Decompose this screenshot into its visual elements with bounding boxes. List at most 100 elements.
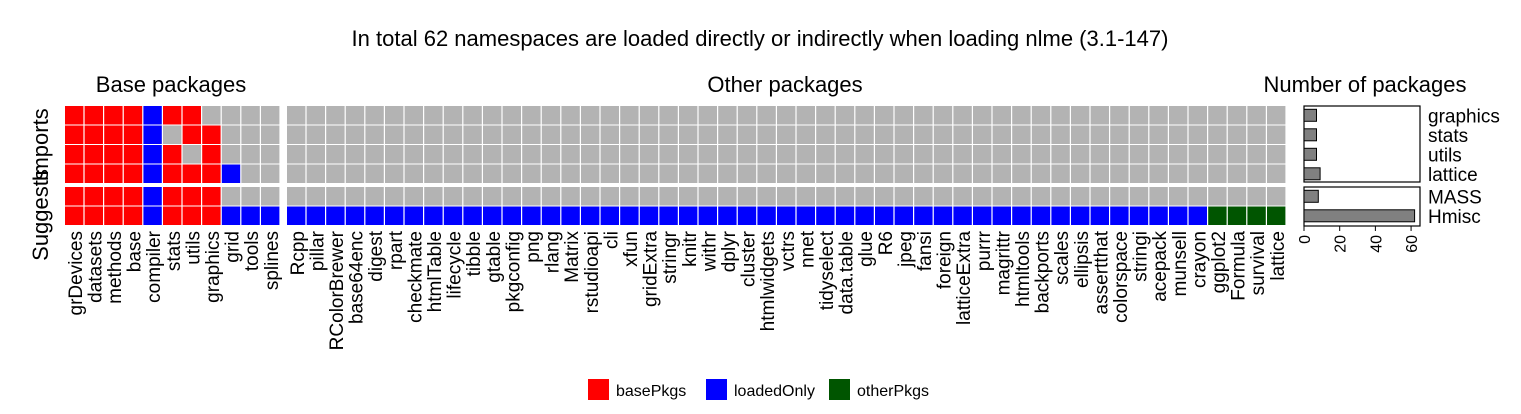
- heatmap-cell: [1169, 125, 1188, 144]
- heatmap-cell: [365, 164, 384, 183]
- heatmap-cell: [1090, 145, 1109, 164]
- heatmap-cell: [163, 164, 182, 183]
- heatmap-cell: [306, 106, 325, 125]
- heatmap-cell: [385, 206, 404, 225]
- heatmap-cell: [1247, 206, 1266, 225]
- heatmap-cell: [1071, 106, 1090, 125]
- heatmap-cell: [1090, 106, 1109, 125]
- heatmap-cell: [463, 206, 482, 225]
- heatmap-cell: [463, 106, 482, 125]
- heatmap-cell: [202, 125, 221, 144]
- heatmap-cell: [659, 106, 678, 125]
- heatmap-cell: [737, 187, 757, 206]
- heatmap-cell: [718, 164, 737, 183]
- heatmap-cell: [463, 187, 482, 206]
- heatmap-cell: [365, 206, 384, 225]
- heatmap-cell: [404, 164, 423, 183]
- heatmap-cell: [718, 125, 737, 144]
- heatmap-cell: [365, 145, 384, 164]
- column-tick-label: crayon: [1189, 231, 1210, 288]
- heatmap-cell: [973, 106, 992, 125]
- heatmap-cell: [104, 206, 123, 225]
- heatmap-cell: [953, 106, 972, 125]
- column-tick-label: acepack: [1150, 231, 1171, 302]
- heatmap-cell: [541, 106, 561, 125]
- heatmap-cell: [600, 145, 619, 164]
- heatmap-cell: [541, 125, 561, 144]
- heatmap-cell: [953, 125, 972, 144]
- heatmap-cell: [953, 187, 972, 206]
- heatmap-cell: [1110, 106, 1129, 125]
- heatmap-cell: [777, 125, 796, 144]
- heatmap-cell: [143, 187, 162, 206]
- column-tick-label: grid: [223, 231, 244, 263]
- column-tick-label: glue: [856, 231, 877, 267]
- heatmap-cell: [221, 125, 241, 144]
- heatmap-cell: [992, 125, 1011, 144]
- row-label: graphics: [1428, 106, 1500, 127]
- heatmap-cell: [718, 187, 737, 206]
- bar-panel: 0 20 40 60: [1297, 105, 1421, 253]
- heatmap-cell: [202, 164, 221, 183]
- heatmap-cell: [123, 106, 143, 125]
- heatmap-cell: [698, 125, 717, 144]
- column-tick-label: knitr: [680, 230, 701, 267]
- heatmap-cell: [698, 106, 717, 125]
- legend-swatch: [706, 379, 727, 400]
- heatmap-cell: [718, 106, 737, 125]
- column-tick-label: tools: [242, 231, 263, 271]
- column-tick-label: gtable: [484, 231, 505, 283]
- heatmap-cell: [541, 145, 561, 164]
- column-tick-label: gridExtra: [641, 231, 662, 307]
- heatmap-cell: [326, 145, 345, 164]
- heatmap-cell: [261, 125, 280, 144]
- column-tick-label: graphics: [203, 231, 224, 303]
- heatmap-cell: [404, 187, 423, 206]
- heatmap-cell: [679, 164, 698, 183]
- heatmap-cell: [875, 106, 894, 125]
- heatmap-cell: [221, 206, 241, 225]
- heatmap-cell: [855, 145, 874, 164]
- heatmap-cell: [143, 106, 162, 125]
- column-tick-label: digest: [366, 230, 387, 281]
- heatmap-cell: [1227, 125, 1247, 144]
- heatmap-cell: [306, 145, 325, 164]
- heatmap-cell: [757, 164, 776, 183]
- heatmap-cell: [241, 106, 260, 125]
- heatmap-cell: [522, 187, 541, 206]
- heatmap-cell: [385, 164, 404, 183]
- heatmap-cell: [933, 145, 953, 164]
- heatmap-cell: [1090, 206, 1109, 225]
- heatmap-cell: [84, 187, 103, 206]
- heatmap-cell: [241, 206, 260, 225]
- heatmap-cell: [502, 164, 521, 183]
- facet-label-suggests: Suggests: [28, 169, 53, 261]
- heatmap-cell: [541, 164, 561, 183]
- heatmap-cell: [933, 187, 953, 206]
- heatmap-cell: [894, 145, 913, 164]
- panel-title-base: Base packages: [96, 72, 246, 97]
- heatmap-cell: [522, 164, 541, 183]
- heatmap-cell: [404, 145, 423, 164]
- heatmap-cell: [1110, 164, 1129, 183]
- legend-label: basePkgs: [616, 383, 686, 400]
- column-tick-label: cluster: [739, 230, 760, 287]
- heatmap-cell: [953, 145, 972, 164]
- heatmap-cell: [835, 206, 855, 225]
- heatmap-cell: [1208, 164, 1227, 183]
- heatmap-cell: [933, 106, 953, 125]
- heatmap-cell: [65, 125, 84, 144]
- heatmap-cell: [1188, 164, 1207, 183]
- legend-label: otherPkgs: [857, 383, 929, 400]
- column-tick-label: jpeg: [895, 231, 916, 268]
- heatmap-cell: [84, 106, 103, 125]
- heatmap-cell: [345, 125, 365, 144]
- heatmap-cell: [287, 206, 306, 225]
- heatmap-cell: [287, 125, 306, 144]
- heatmap-cell: [561, 187, 580, 206]
- column-tick-label: stats: [164, 231, 185, 271]
- heatmap-cell: [65, 187, 84, 206]
- heatmap-cell: [600, 187, 619, 206]
- heatmap-cell: [143, 206, 162, 225]
- column-tick-label: tibble: [464, 231, 485, 276]
